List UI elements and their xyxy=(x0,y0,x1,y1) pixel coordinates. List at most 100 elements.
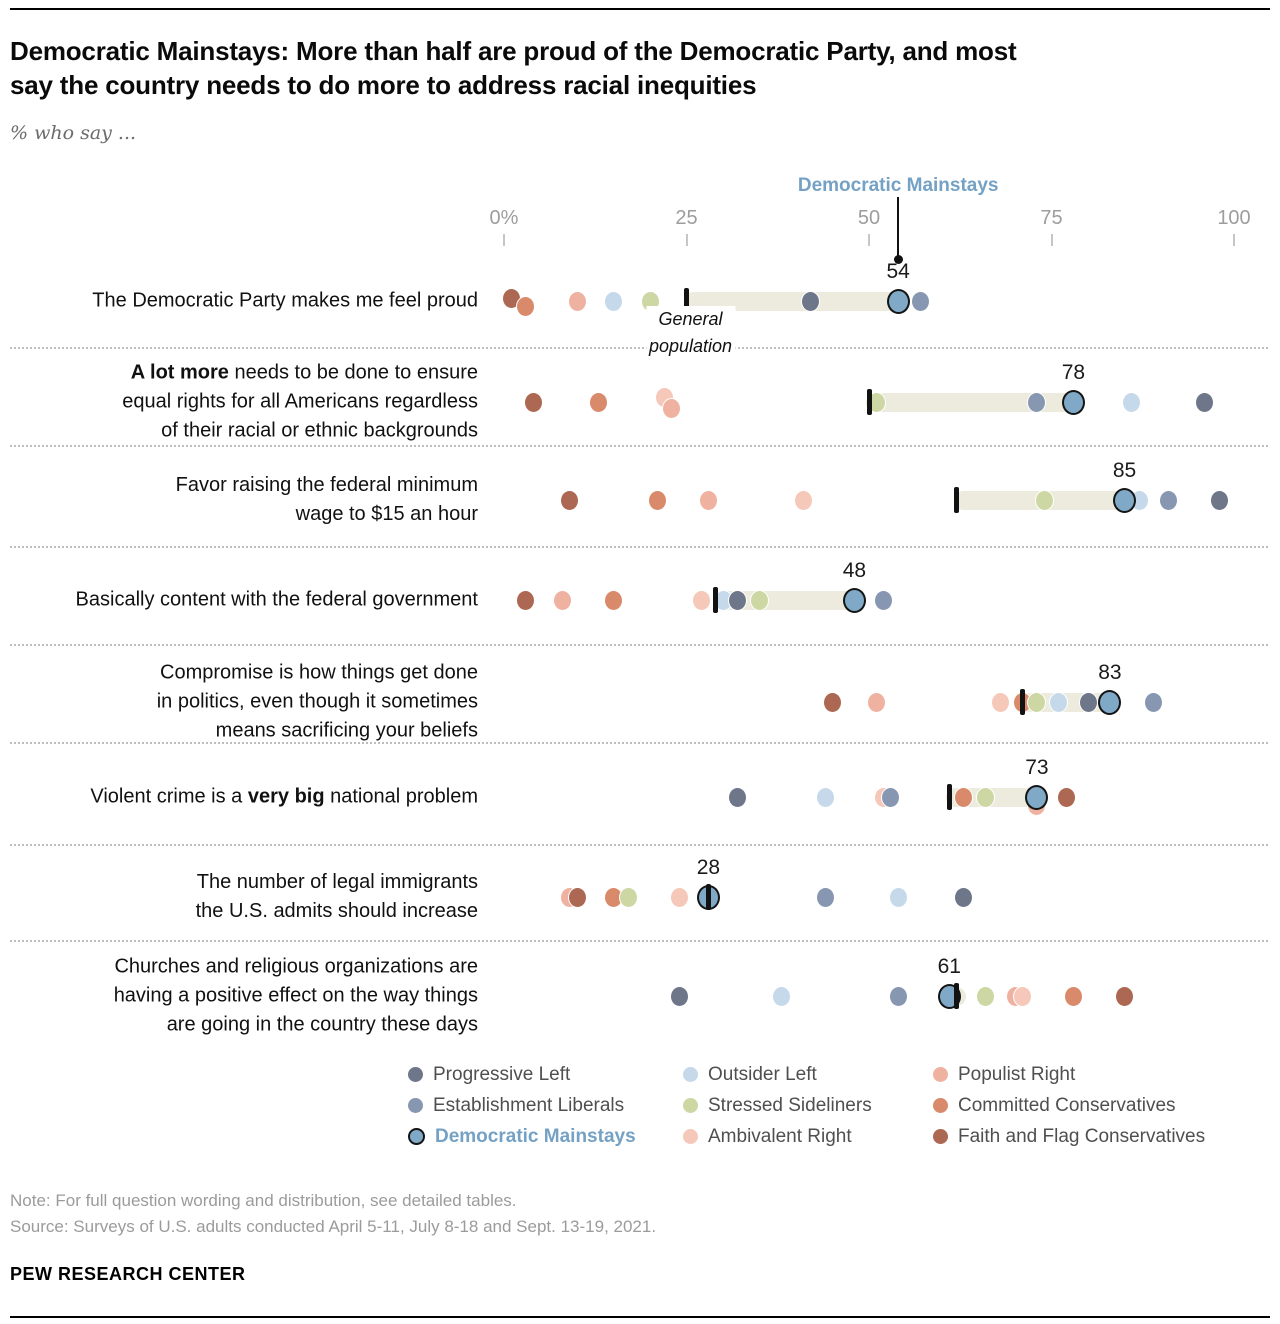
dot-outsider_left xyxy=(888,886,908,908)
general-population-tick xyxy=(954,487,960,513)
pointer-label-democratic-mainstays: Democratic Mainstays xyxy=(797,175,999,196)
source-text: Source: Surveys of U.S. adults conducted… xyxy=(10,1217,657,1236)
question-label: Churches and religious organizations are… xyxy=(8,953,478,1040)
question-label-line: A lot more needs to be done to ensure xyxy=(130,361,478,384)
axis-tick-mark-50 xyxy=(868,234,870,246)
legend-label-stressed_sideliners: Stressed Sideliners xyxy=(708,1094,872,1116)
note-text: Note: For full question wording and dist… xyxy=(10,1191,517,1210)
legend-label-faith_flag: Faith and Flag Conservatives xyxy=(958,1125,1206,1147)
question-label: Basically content with the federal gover… xyxy=(8,586,478,615)
legend-dot-outsider_left xyxy=(683,1067,698,1082)
legend-column-3: Populist Right Committed Conservatives Fai… xyxy=(933,1059,1205,1152)
pointer-line xyxy=(897,197,900,257)
general-population-annotation-line2: population xyxy=(648,336,733,356)
page-title-line2: say the country needs to do more to addr… xyxy=(10,70,757,100)
general-population-tick xyxy=(684,288,689,314)
row-separator-5 xyxy=(10,742,1268,744)
axis-tick-mark-100 xyxy=(1233,234,1235,246)
dot-establishment_liberals xyxy=(815,886,835,908)
dot-populist_right xyxy=(662,397,682,419)
dm-value-label: 54 xyxy=(886,260,910,283)
question-label-line: Basically content with the federal gover… xyxy=(75,588,478,611)
legend-label-populist_right: Populist Right xyxy=(958,1063,1076,1085)
dot-progressive_left xyxy=(728,786,748,808)
dot-populist_right xyxy=(698,489,718,511)
question-label-line: wage to $15 an hour xyxy=(295,503,478,525)
dot-stressed_sideliners xyxy=(618,886,638,908)
question-label-line: of their racial or ethnic backgrounds xyxy=(161,419,478,442)
legend-item-outsider_left: Outsider Left xyxy=(683,1059,872,1090)
dot-establishment_liberals xyxy=(1158,489,1178,511)
axis-tick-label-100: 100 xyxy=(1217,207,1251,229)
general-population-tick xyxy=(866,389,872,415)
dot-progressive_left xyxy=(954,886,974,908)
row-separator-4 xyxy=(10,644,1268,646)
dot-progressive_left xyxy=(801,290,821,312)
gen-pop-to-dm-bar xyxy=(683,291,908,311)
dot-ambivalent_right xyxy=(1012,985,1032,1007)
legend-column-2: Outsider Left Stressed Sideliners Ambivale… xyxy=(683,1059,872,1152)
axis-tick-mark-0 xyxy=(503,234,505,246)
dm-value-label: 85 xyxy=(1112,459,1137,482)
legend-item-democratic_mainstays: Democratic Mainstays xyxy=(408,1121,636,1152)
dot-establishment_liberals xyxy=(874,589,894,611)
dot-stressed_sideliners xyxy=(1027,691,1047,713)
dm-value-label: 78 xyxy=(1061,361,1086,384)
legend-dot-committed_conservatives xyxy=(933,1098,948,1113)
dot-ambivalent_right xyxy=(793,489,813,511)
legend-item-committed_conservatives: Committed Conservatives xyxy=(933,1090,1205,1121)
legend-item-ambivalent_right: Ambivalent Right xyxy=(683,1121,872,1152)
dot-populist_right xyxy=(567,290,587,312)
axis-tick-label-75: 75 xyxy=(1040,207,1063,229)
legend-dot-stressed_sideliners xyxy=(683,1098,698,1113)
dot-outsider_left xyxy=(1049,691,1069,713)
dot-committed_conservatives xyxy=(516,295,536,317)
legend-column-1: Progressive Left Establishment Liberals De… xyxy=(408,1059,636,1152)
question-label: Compromise is how things get done in poli… xyxy=(8,659,478,746)
dot-democratic_mainstays xyxy=(1113,487,1136,513)
dm-value-label: 61 xyxy=(937,955,961,978)
dm-value-label: 48 xyxy=(842,559,867,582)
dot-ambivalent_right xyxy=(669,886,689,908)
dot-democratic_mainstays xyxy=(1098,689,1122,715)
row-separator-1 xyxy=(10,347,1268,349)
dot-ambivalent_right xyxy=(691,589,711,611)
pew-research-center-brand: PEW RESEARCH CENTER xyxy=(10,1264,246,1284)
dot-democratic_mainstays xyxy=(1061,389,1085,415)
dot-faith_flag xyxy=(823,691,842,713)
general-population-tick xyxy=(713,587,719,613)
question-label: The Democratic Party makes me feel proud xyxy=(8,287,478,316)
dot-establishment_liberals xyxy=(1144,691,1164,713)
axis-tick-label-50: 50 xyxy=(857,207,881,229)
dm-value-label: 28 xyxy=(696,856,721,879)
legend-dot-ambivalent_right xyxy=(683,1129,698,1144)
legend-item-faith_flag: Faith and Flag Conservatives xyxy=(933,1121,1205,1152)
dot-faith_flag xyxy=(560,489,580,511)
dot-committed_conservatives xyxy=(589,391,609,413)
question-label: Favor raising the federal minimum wage to… xyxy=(8,471,478,529)
question-label-line: Compromise is how things get done xyxy=(160,661,478,684)
dot-faith_flag xyxy=(567,886,587,908)
dot-faith_flag xyxy=(516,589,536,611)
legend-label-ambivalent_right: Ambivalent Right xyxy=(708,1125,852,1147)
legend-label-progressive_left: Progressive Left xyxy=(433,1063,571,1085)
dot-faith_flag xyxy=(1115,985,1134,1007)
axis-tick-label-0: 0% xyxy=(489,207,519,229)
legend-dot-progressive_left xyxy=(408,1067,423,1082)
dot-ambivalent_right xyxy=(990,691,1010,713)
dot-committed_conservatives xyxy=(1063,985,1083,1007)
legend-item-stressed_sideliners: Stressed Sideliners xyxy=(683,1090,872,1121)
question-label-line: in politics, even though it sometimes xyxy=(156,690,478,713)
legend-dot-faith_flag xyxy=(933,1129,948,1144)
question-label: The number of legal immigrants the U.S. a… xyxy=(8,868,478,926)
legend-label-establishment_liberals: Establishment Liberals xyxy=(433,1094,625,1116)
general-population-tick xyxy=(1019,689,1025,715)
dot-establishment_liberals xyxy=(881,786,901,808)
question-label-line: having a positive effect on the way thin… xyxy=(113,984,478,1007)
legend-item-progressive_left: Progressive Left xyxy=(408,1059,636,1090)
dm-value-label: 73 xyxy=(1025,756,1049,779)
